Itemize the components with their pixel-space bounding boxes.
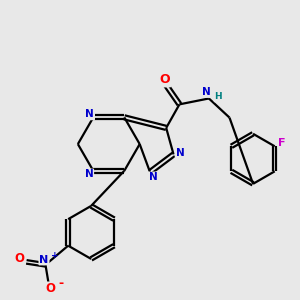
Text: O: O xyxy=(159,74,170,86)
Text: F: F xyxy=(278,138,286,148)
Text: H: H xyxy=(214,92,222,101)
Text: O: O xyxy=(14,252,24,266)
Text: N: N xyxy=(202,87,210,97)
Text: +: + xyxy=(50,251,58,260)
Text: N: N xyxy=(85,169,93,179)
Text: O: O xyxy=(45,282,55,296)
Text: N: N xyxy=(85,110,94,119)
Text: N: N xyxy=(148,172,157,182)
Text: N: N xyxy=(39,254,49,265)
Text: -: - xyxy=(58,278,63,290)
Text: N: N xyxy=(176,148,184,158)
